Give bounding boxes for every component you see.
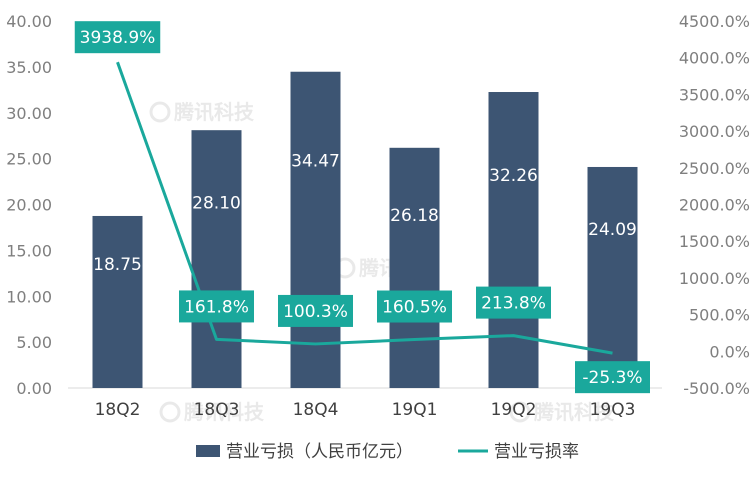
legend: 营业亏损（人民币亿元） 营业亏损率 [196,442,579,462]
svg-text:腾讯科技: 腾讯科技 [174,100,255,124]
right-axis-tick-label: 3000.0% [679,122,750,141]
right-axis-tick-label: 1500.0% [679,232,750,251]
bar [488,92,539,389]
x-axis-tick-label: 19Q1 [392,400,438,420]
left-axis-tick-label: 0.00 [16,379,52,398]
left-axis-tick-label: 5.00 [16,333,52,352]
legend-line-label: 营业亏损率 [494,442,579,462]
legend-bar-swatch [196,445,220,457]
x-axis-tick-label: 18Q4 [293,400,339,420]
bars [92,71,638,389]
rate-label-box [575,361,650,394]
rate-label-box [179,290,254,323]
rate-label: 100.3% [278,294,353,327]
right-axis-tick-label: -500.0% [683,379,750,398]
rate-label: 160.5% [377,290,452,323]
svg-text:腾讯科技: 腾讯科技 [534,400,615,424]
bar-value-label: 26.18 [390,206,439,226]
x-axis-tick-label: 19Q3 [590,400,636,420]
x-axis-tick-label: 18Q3 [194,400,240,420]
bar [290,71,341,389]
watermark-logo: 腾讯科技 [149,100,255,124]
right-axis-tick-label: 0.0% [709,342,750,361]
right-axis: -500.0% 0.0% 500.0% 1000.0% 1500.0% 2000.0% 25… [679,12,750,398]
left-axis: 0.00 5.00 10.00 15.00 20.00 25.00 30.00 35.00 40… [6,12,52,398]
x-axis-tick-label: 19Q2 [491,400,537,420]
x-axis-tick-label: 18Q2 [95,400,141,420]
rate-labels: 3938.9% 161.8% 100.3% 160.5% 213.8% -25.3% [74,21,650,394]
watermark-logo: 腾讯科技 [509,400,615,424]
bar [191,130,242,388]
right-axis-tick-label: 4500.0% [679,12,750,31]
bar-value-label: 34.47 [291,151,340,171]
rate-label: 213.8% [476,286,551,319]
left-axis-tick-label: 30.00 [6,104,52,123]
legend-bar-label: 营业亏损（人民币亿元） [226,442,413,462]
rate-label: 161.8% [179,290,254,323]
bar-value-label: 24.09 [588,220,637,240]
bar-value-label: 32.26 [489,166,538,186]
watermark-logo: 腾讯科技 [159,400,265,424]
right-axis-tick-label: 1000.0% [679,269,750,288]
right-axis-tick-label: 2000.0% [679,196,750,215]
left-axis-tick-label: 15.00 [6,241,52,260]
right-axis-tick-label: 2500.0% [679,159,750,178]
rate-label: 3938.9% [74,21,161,54]
rate-label-box [476,286,551,319]
left-axis-tick-label: 40.00 [6,12,52,31]
bar-value-label: 28.10 [192,193,241,213]
left-axis-tick-label: 20.00 [6,196,52,215]
rate-label-box [278,294,353,327]
rate-label: -25.3% [575,361,650,394]
bar [587,166,638,388]
bar [92,215,143,388]
rate-label-text: 3938.9% [80,28,156,48]
bar [389,147,440,388]
left-axis-tick-label: 10.00 [6,287,52,306]
watermarks: 腾讯科技腾讯科技腾讯科技腾讯科技 [149,100,615,424]
rate-label-box [377,290,452,323]
svg-text:腾讯科技: 腾讯科技 [184,400,265,424]
right-axis-tick-label: 3500.0% [679,85,750,104]
rate-label-text: 100.3% [283,302,348,322]
rate-label-text: 213.8% [481,294,546,314]
bar-labels: 18.75 28.10 34.47 26.18 32.26 24.09 [93,151,637,275]
left-axis-tick-label: 35.00 [6,58,52,77]
rate-label-text: 161.8% [184,297,249,317]
rate-label-text: -25.3% [582,368,642,388]
right-axis-tick-label: 4000.0% [679,49,750,68]
rate-label-text: 160.5% [382,298,447,318]
right-axis-tick-label: 500.0% [689,306,750,325]
bar-value-label: 18.75 [93,255,142,275]
rate-label-box [74,21,161,54]
x-axis-labels: 18Q2 18Q3 18Q4 19Q1 19Q2 19Q3 [95,400,636,420]
left-axis-tick-label: 25.00 [6,150,52,169]
